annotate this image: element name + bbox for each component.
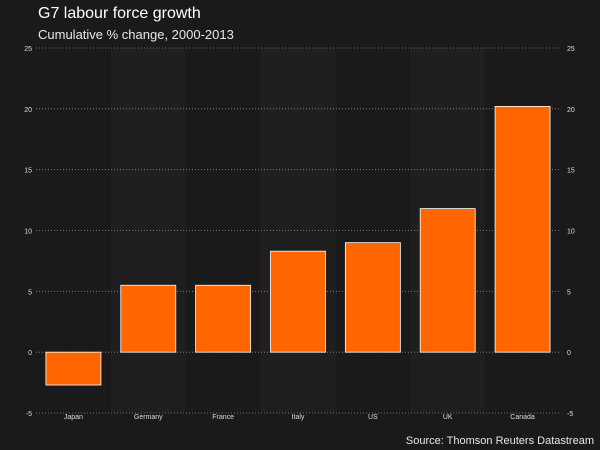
bar-japan [45, 351, 102, 386]
y-tick-label-right: 20 [567, 107, 575, 114]
x-tick-label: France [212, 414, 234, 421]
bar-uk [419, 208, 476, 353]
y-tick-label-right: 15 [567, 168, 575, 175]
x-tick-label: Japan [64, 414, 83, 421]
y-tick-label-left: 20 [24, 107, 32, 114]
y-tick-label-left: -5 [26, 411, 32, 418]
y-tick-label-right: 25 [567, 46, 575, 53]
x-tick-label: Italy [292, 414, 305, 421]
x-tick-label: Germany [134, 414, 163, 421]
y-tick-label-left: 0 [28, 350, 32, 357]
bar-us [344, 242, 401, 353]
chart-title: G7 labour force growth [38, 5, 201, 22]
y-tick-label-right: 0 [567, 350, 571, 357]
x-tick-label: Canada [510, 414, 535, 421]
chart-subtitle: Cumulative % change, 2000-2013 [38, 27, 234, 42]
source-note: Source: Thomson Reuters Datastream [405, 435, 594, 447]
bar-canada [494, 106, 551, 353]
y-tick-label-right: 5 [567, 289, 571, 296]
bar-italy [270, 250, 326, 353]
y-tick-label-left: 10 [24, 229, 32, 236]
y-tick-label-right: 10 [567, 229, 575, 236]
y-tick-label-left: 15 [24, 168, 32, 175]
y-tick-label-right: -5 [567, 411, 573, 418]
x-tick-label: US [368, 414, 378, 421]
x-tick-label: UK [443, 414, 453, 421]
y-tick-label-left: 5 [28, 289, 32, 296]
y-tick-label-left: 25 [24, 46, 32, 53]
bar-germany [120, 284, 177, 353]
bar-france [195, 284, 252, 353]
